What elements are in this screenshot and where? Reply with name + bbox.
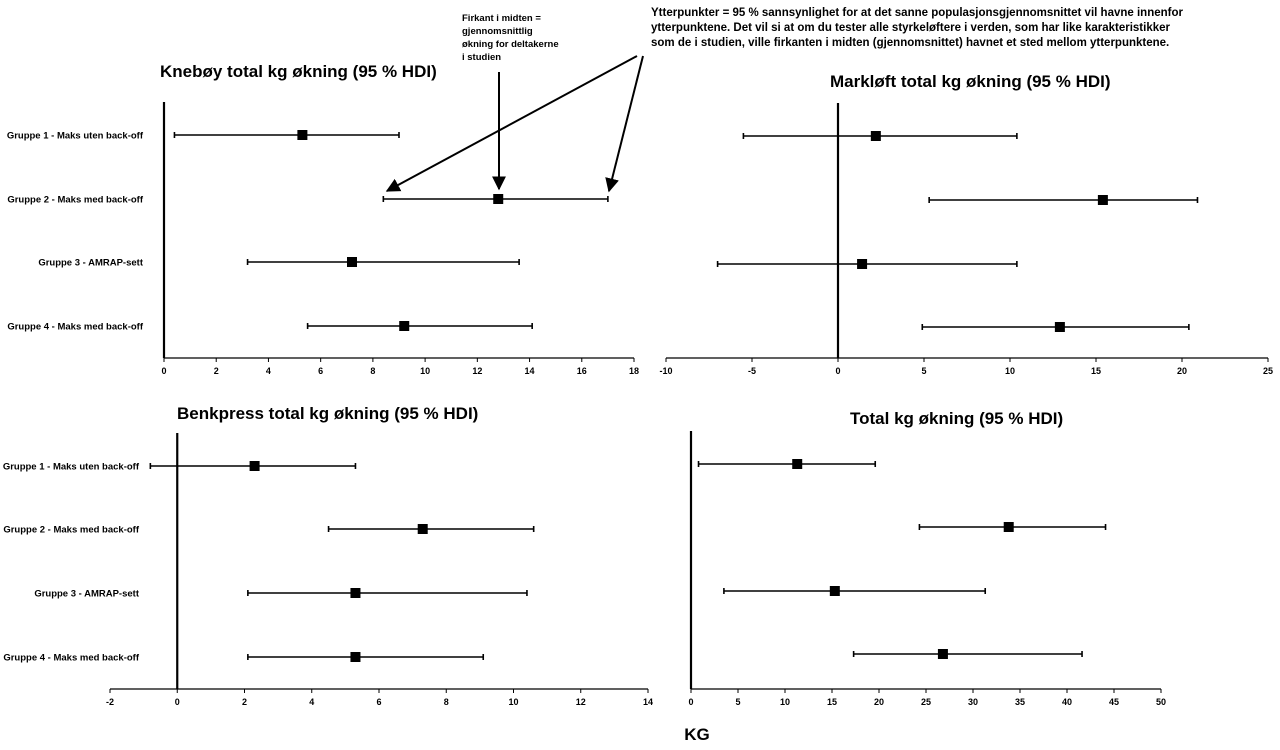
mean-marker — [493, 194, 504, 204]
mean-marker — [829, 586, 840, 596]
category-label: Gruppe 1 - Maks uten back-off — [3, 462, 140, 473]
x-tick-label: 25 — [921, 697, 931, 707]
mean-marker — [1003, 522, 1014, 532]
x-tick-label: 20 — [1177, 366, 1187, 376]
chart-title: Total kg økning (95 % HDI) — [850, 409, 1063, 428]
interval-note-line-2: ytterpunktene. Det vil si at om du teste… — [651, 22, 1171, 34]
mean-marker — [857, 259, 868, 269]
chart-panel-2: Markløft total kg økning (95 % HDI) -10 -5… — [659, 72, 1273, 376]
x-tick-label: 6 — [376, 697, 381, 707]
mean-marker — [347, 257, 357, 267]
square-annotation: Firkant i midten = gjennomsnittlig øknin… — [462, 13, 559, 63]
square-note-line-2: gjennomsnittlig — [462, 26, 533, 37]
chart-panel-4: Total kg økning (95 % HDI) 0 5 10 15 20 25 30 35… — [688, 409, 1166, 707]
interval-note-line-1: Ytterpunkter = 95 % sannsynlighet for at… — [651, 7, 1183, 19]
chart-title: Knebøy total kg økning (95 % HDI) — [160, 62, 437, 81]
x-tick-label: 2 — [242, 697, 247, 707]
x-tick-label: 5 — [921, 366, 926, 376]
x-tick-label: 20 — [874, 697, 884, 707]
category-label: Gruppe 2 - Maks med back-off — [7, 195, 144, 206]
x-tick-label: 10 — [1005, 366, 1015, 376]
x-tick-label: 40 — [1062, 697, 1072, 707]
chart-panel-3: Benkpress total kg økning (95 % HDI) -2 0 2… — [3, 404, 653, 707]
x-tick-label: -10 — [659, 366, 672, 376]
x-tick-label: 18 — [629, 366, 639, 376]
square-note-line-3: økning for deltakerne — [462, 39, 559, 50]
x-tick-label: 0 — [161, 366, 166, 376]
mean-marker — [792, 459, 803, 469]
x-tick-label: 8 — [370, 366, 375, 376]
x-tick-label: 35 — [1015, 697, 1025, 707]
chart-title: Benkpress total kg økning (95 % HDI) — [177, 404, 478, 423]
mean-marker — [350, 652, 361, 662]
x-tick-label: 6 — [318, 366, 323, 376]
x-tick-label: 0 — [688, 697, 693, 707]
x-tick-label: 45 — [1109, 697, 1119, 707]
x-tick-label: 50 — [1156, 697, 1166, 707]
mean-marker — [417, 524, 428, 534]
mean-marker — [399, 321, 410, 331]
category-label: Gruppe 4 - Maks med back-off — [7, 322, 144, 333]
upper-bound-arrow — [605, 55, 644, 193]
chart-panel-1: Knebøy total kg økning (95 % HDI) 0 2 4 6 8 10… — [7, 62, 639, 376]
x-tick-label: 10 — [508, 697, 518, 707]
category-label: Gruppe 4 - Maks med back-off — [3, 653, 140, 664]
x-axis-label: KG — [684, 725, 710, 744]
x-tick-label: 25 — [1263, 366, 1273, 376]
x-tick-label: 10 — [780, 697, 790, 707]
x-tick-label: 0 — [835, 366, 840, 376]
mean-marker — [249, 461, 260, 471]
x-tick-label: 15 — [827, 697, 837, 707]
chart-title: Markløft total kg økning (95 % HDI) — [830, 72, 1111, 91]
interval-annotation: Ytterpunkter = 95 % sannsynlighet for at… — [651, 7, 1183, 49]
square-note-line-1: Firkant i midten = — [462, 13, 541, 24]
x-tick-label: 4 — [309, 697, 314, 707]
x-tick-label: -2 — [106, 697, 114, 707]
x-tick-label: 4 — [266, 366, 271, 376]
lower-bound-arrow — [385, 55, 638, 192]
mean-marker — [297, 130, 308, 140]
x-tick-label: 12 — [576, 697, 586, 707]
mean-marker — [1097, 195, 1108, 205]
x-tick-label: 14 — [525, 366, 535, 376]
mean-marker — [350, 588, 361, 598]
x-tick-label: 30 — [968, 697, 978, 707]
x-tick-label: 15 — [1091, 366, 1101, 376]
category-label: Gruppe 2 - Maks med back-off — [3, 525, 140, 536]
x-tick-label: 10 — [420, 366, 430, 376]
category-label: Gruppe 3 - AMRAP-sett — [34, 589, 140, 600]
interval-note-line-3: som de i studien, ville firkanten i midt… — [651, 37, 1169, 49]
x-tick-label: 16 — [577, 366, 587, 376]
mean-marker — [870, 131, 881, 141]
x-tick-label: 14 — [643, 697, 653, 707]
x-tick-label: 0 — [175, 697, 180, 707]
category-label: Gruppe 3 - AMRAP-sett — [38, 258, 144, 269]
square-note-line-4: i studien — [462, 52, 501, 63]
x-tick-label: 2 — [214, 366, 219, 376]
x-tick-label: 5 — [735, 697, 740, 707]
x-tick-label: 8 — [444, 697, 449, 707]
category-label: Gruppe 1 - Maks uten back-off — [7, 131, 144, 142]
mean-marker — [937, 649, 948, 659]
x-tick-label: -5 — [748, 366, 756, 376]
x-tick-label: 12 — [472, 366, 482, 376]
mean-marker — [1054, 322, 1065, 332]
